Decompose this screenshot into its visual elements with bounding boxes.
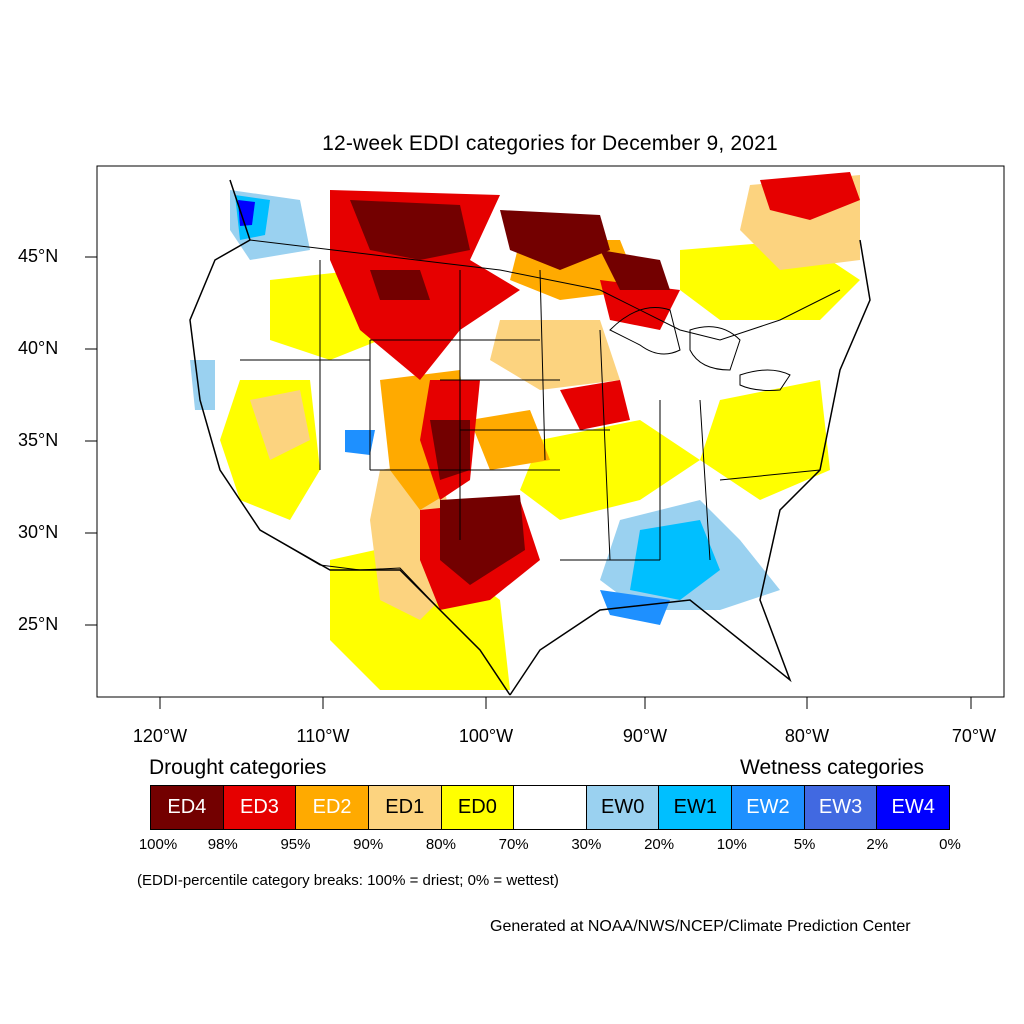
legend-swatch-ed1: ED1 (368, 786, 442, 829)
percentile-break: 10% (716, 836, 747, 853)
percentile-break: 20% (644, 836, 675, 853)
category-shading (190, 170, 870, 695)
lat-label-30: 30°N (18, 522, 59, 542)
axis-ticks (85, 256, 972, 709)
legend-swatch-ew2: EW2 (732, 786, 805, 829)
canada-border (249, 239, 841, 341)
boundaries (189, 179, 871, 696)
lon-label-110: 110°W (296, 726, 350, 746)
percentile-break: 5% (793, 836, 816, 853)
percentile-break: 70% (498, 836, 529, 853)
lat-label-40: 40°N (18, 338, 59, 358)
state-lines (240, 260, 821, 561)
legend-swatch-ed4: ED4 (151, 786, 224, 829)
percentile-break: 95% (280, 836, 311, 853)
mexico-border (259, 529, 441, 611)
percentile-break: 30% (571, 836, 602, 853)
map-title: 12-week EDDI categories for December 9, … (322, 132, 778, 155)
credit-line: Generated at NOAA/NWS/NCEP/Climate Predi… (490, 918, 911, 935)
legend-swatch-ed3: ED3 (223, 786, 297, 829)
percentile-break: 100% (138, 836, 178, 853)
great-lakes (609, 307, 791, 391)
wetness-heading: Wetness categories (740, 756, 925, 779)
legend-swatch-ed0: ED0 (441, 786, 515, 829)
legend-swatch-neutral (514, 786, 587, 829)
percentile-break: 80% (425, 836, 456, 853)
percentile-break: 0% (939, 836, 961, 853)
lon-label-100: 100°W (458, 726, 514, 746)
category-legend: ED4 ED3 ED2 ED1 ED0 EW0 EW1 EW2 EW3 EW4 (150, 785, 950, 830)
lat-label-35: 35°N (18, 430, 59, 450)
lon-label-80: 80°W (784, 726, 830, 746)
percentile-break: 2% (866, 836, 889, 853)
lon-label-90: 90°W (622, 726, 668, 746)
conus-outline (189, 179, 871, 696)
legend-swatch-ew0: EW0 (586, 786, 660, 829)
percentile-break: 90% (353, 836, 384, 853)
lon-label-120: 120°W (132, 726, 188, 746)
drought-heading: Drought categories (149, 756, 327, 779)
legend-swatch-ed2: ED2 (296, 786, 369, 829)
legend-swatch-ew1: EW1 (659, 786, 733, 829)
footnote: (EDDI-percentile category breaks: 100% =… (137, 872, 559, 889)
percentile-break: 98% (207, 836, 238, 853)
lon-label-70: 70°W (951, 726, 997, 746)
legend-swatch-ew3: EW3 (804, 786, 878, 829)
lat-label-45: 45°N (18, 246, 59, 266)
lat-label-25: 25°N (18, 614, 59, 634)
legend-swatch-ew4: EW4 (877, 786, 950, 829)
